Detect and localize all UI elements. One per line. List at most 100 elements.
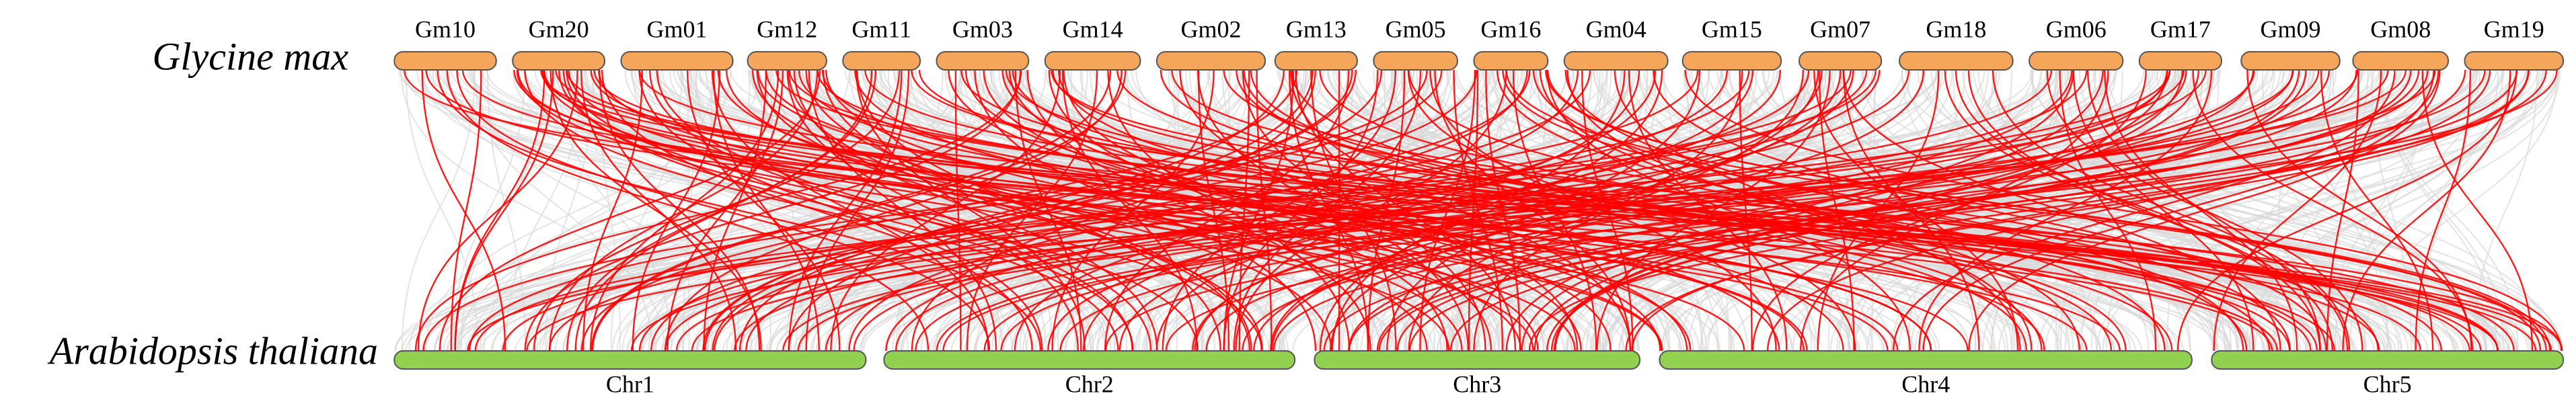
link — [590, 69, 1014, 352]
link — [1179, 69, 1579, 352]
link — [459, 69, 760, 352]
link — [805, 69, 1305, 352]
link — [1051, 69, 2563, 352]
chromosome-label: Gm15 — [1702, 15, 1762, 42]
link — [1165, 69, 2558, 352]
link — [580, 69, 737, 352]
chromosome-label: Gm05 — [1386, 15, 1446, 42]
chromosome-bar — [1563, 51, 1669, 71]
link — [711, 69, 989, 352]
link — [1223, 69, 2442, 352]
link — [446, 69, 930, 352]
link — [450, 69, 482, 352]
link — [461, 69, 2121, 352]
link — [2072, 69, 2255, 352]
link — [1057, 69, 1844, 352]
chromosome-bar — [2240, 51, 2341, 71]
link — [1944, 69, 2334, 352]
chromosomes: Gm10 Gm20 Gm01 Gm12 Gm11 Gm03 Gm14 Gm02 Gm13 Gm05… — [393, 15, 2565, 397]
link — [726, 69, 1428, 352]
link — [1104, 69, 2486, 352]
link — [656, 69, 1152, 352]
link — [424, 69, 732, 352]
link — [582, 69, 644, 352]
chromosome-label: Gm07 — [1810, 15, 1870, 42]
chromosome-bar — [1274, 51, 1358, 71]
link — [1581, 69, 1634, 352]
link — [437, 69, 1042, 352]
chromosome-label: Chr3 — [1453, 370, 1501, 397]
link — [686, 69, 841, 352]
chromosome-bar — [2029, 51, 2124, 71]
chromosome-bar — [1314, 350, 1641, 370]
link — [598, 69, 761, 352]
link — [1901, 69, 2563, 352]
link — [964, 69, 1688, 352]
chromosome-label: Gm04 — [1586, 15, 1646, 42]
link — [566, 69, 1262, 352]
link — [404, 69, 2273, 352]
link — [915, 69, 2088, 352]
link — [1016, 69, 2499, 352]
link — [451, 69, 526, 352]
chromosome-label: Chr1 — [606, 370, 654, 397]
link — [562, 69, 1308, 352]
chromosome-bar — [2464, 51, 2565, 71]
chromosome-label: Gm14 — [1063, 15, 1123, 42]
link — [702, 69, 1357, 352]
link — [983, 69, 2171, 352]
chromosome-label: Chr2 — [1065, 370, 1114, 397]
link — [2255, 69, 2504, 352]
link — [422, 69, 1428, 352]
chromosome-label: Gm09 — [2261, 15, 2321, 42]
chromosome-bar — [620, 51, 734, 71]
species-label: Glycine max — [153, 34, 349, 78]
link — [1992, 69, 2351, 352]
link — [1910, 69, 2275, 352]
link — [2421, 69, 2534, 352]
link — [1323, 69, 2429, 352]
link — [2046, 69, 2363, 352]
link — [1063, 69, 1492, 352]
link — [703, 69, 767, 352]
link — [1331, 69, 1626, 352]
link — [550, 69, 762, 352]
link — [540, 69, 2088, 352]
link — [1271, 69, 1925, 352]
link — [421, 69, 506, 352]
link — [1766, 69, 2439, 352]
link — [1476, 69, 1998, 352]
link — [1243, 69, 2028, 352]
link — [2029, 69, 2561, 352]
link — [2415, 69, 2472, 352]
link — [1409, 69, 2547, 352]
chromosome-bar — [2211, 350, 2565, 370]
link — [1813, 69, 2019, 352]
chromosome-bar — [2352, 51, 2450, 71]
chromosome-bar — [1473, 51, 1549, 71]
link — [1842, 69, 2281, 352]
link — [814, 69, 1003, 352]
link — [650, 69, 1478, 352]
link — [632, 69, 721, 352]
chromosome-bar — [842, 51, 921, 71]
link — [630, 69, 2185, 352]
link — [638, 69, 1043, 352]
chromosome-label: Gm18 — [1926, 15, 1986, 42]
link — [2103, 69, 2232, 352]
link — [2031, 69, 2487, 352]
chromosome-label: Gm06 — [2046, 15, 2107, 42]
chromosome-label: Gm03 — [952, 15, 1013, 42]
link — [1194, 69, 1823, 352]
link — [1107, 69, 1351, 352]
chromosome-bar — [1373, 51, 1458, 71]
link — [2320, 69, 2434, 352]
link — [2246, 69, 2472, 352]
link — [468, 69, 1443, 352]
link — [1238, 69, 1250, 352]
link — [1917, 69, 2554, 352]
link — [1892, 69, 2396, 352]
chromosome-label: Chr4 — [1901, 370, 1950, 397]
link — [601, 69, 1033, 352]
